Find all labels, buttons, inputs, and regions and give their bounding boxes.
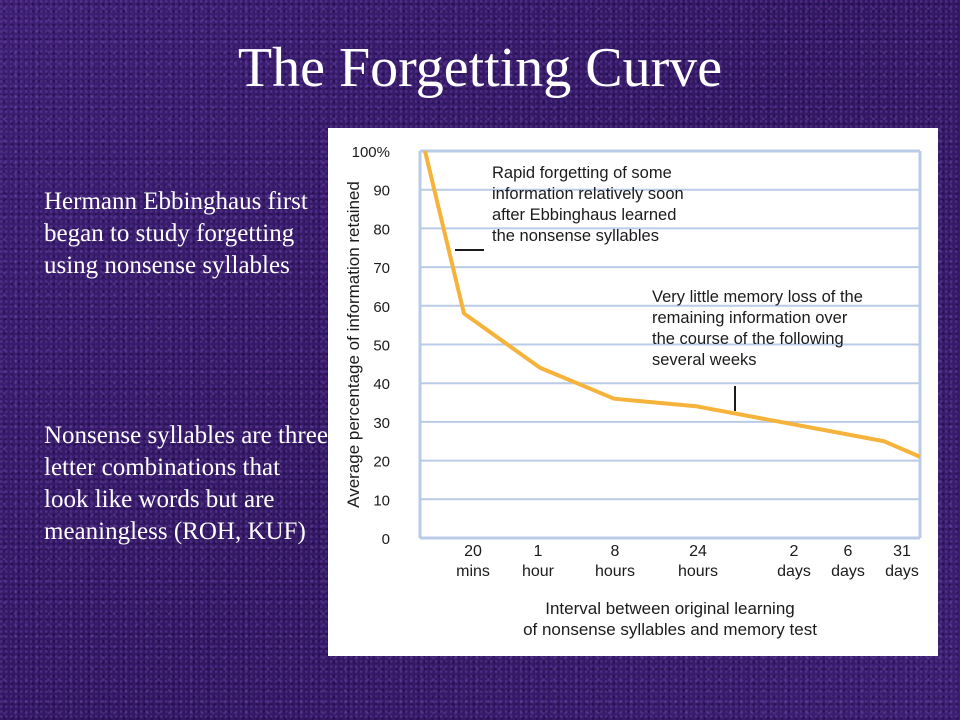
x-tick-label: 31 [893,543,911,560]
annotation-rapid-forgetting: Rapid forgetting of some [492,164,672,182]
y-tick-label: 90 [373,183,390,200]
x-tick-label: 20 [464,543,482,560]
annotation-rapid-forgetting: information relatively soon [492,185,684,203]
x-axis-label: Interval between original learning [545,599,795,618]
x-tick-label: 2 [790,543,799,560]
y-tick-label: 10 [373,492,390,509]
intro-paragraph: Hermann Ebbinghaus first began to study … [44,188,308,279]
x-tick-label: 24 [689,543,707,560]
y-tick-label: 50 [373,338,390,355]
x-tick-label: mins [456,563,490,580]
annotation-rapid-forgetting: the nonsense syllables [492,227,659,245]
y-tick-label: 40 [373,376,390,393]
forgetting-curve-figure: 0 10 20 30 40 50 60 70 80 90 100% Average percentag… [328,128,938,656]
y-tick-label: 20 [373,454,390,471]
x-tick-label: hour [522,563,555,580]
x-tick-label: days [885,563,919,580]
annotation-little-loss: several weeks [652,351,757,369]
slide-title: The Forgetting Curve [237,37,723,99]
annotation-little-loss: remaining information over [652,309,848,327]
retention-curve-line [423,150,921,459]
definition-paragraph: Nonsense syllables are three letter comb… [44,422,328,545]
forgetting-curve-chart: 0 10 20 30 40 50 60 70 80 90 100% Average percentag… [344,144,922,639]
annotation-rapid-forgetting: after Ebbinghaus learned [492,206,676,224]
y-tick-label: 100% [352,144,390,161]
annotation-little-loss: Very little memory loss of the [652,288,863,306]
y-tick-label: 60 [373,299,390,316]
x-tick-label: days [777,563,811,580]
x-axis-label: of nonsense syllables and memory test [523,620,817,639]
y-tick-label: 80 [373,221,390,238]
x-tick-label: 8 [611,543,620,560]
x-tick-label: 1 [534,543,543,560]
x-tick-label: days [831,563,865,580]
y-tick-label: 0 [382,531,390,548]
x-tick-label: hours [595,563,635,580]
y-tick-label: 30 [373,415,390,432]
x-tick-label: hours [678,563,718,580]
y-tick-label: 70 [373,260,390,277]
y-axis-label: Average percentage of information retain… [344,181,363,508]
x-tick-label: 6 [844,543,853,560]
annotation-little-loss: the course of the following [652,330,844,348]
